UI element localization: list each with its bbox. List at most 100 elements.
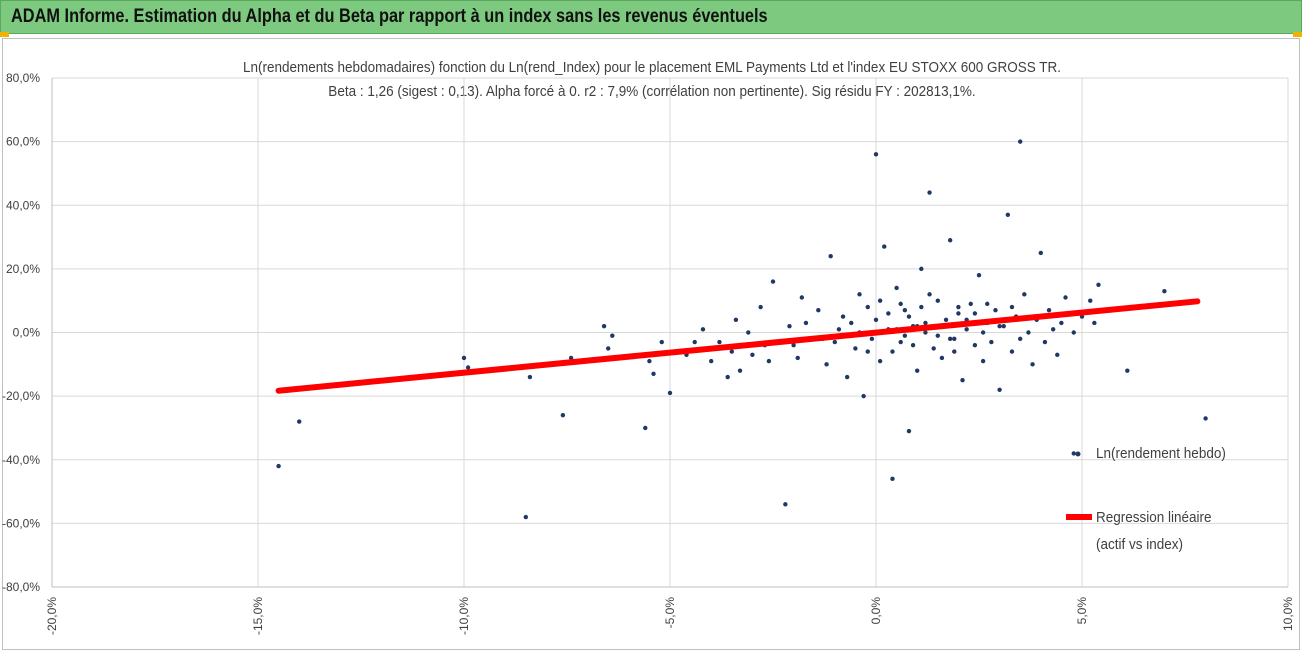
data-point (952, 336, 957, 342)
data-point (523, 514, 528, 520)
data-point (750, 352, 755, 357)
data-point (902, 333, 908, 338)
x-tick-label: 5,0% (1075, 597, 1089, 625)
data-point (1050, 327, 1056, 332)
chart-title-block: Ln(rendements hebdomadaires) fonction du… (0, 56, 1304, 104)
data-point (1018, 139, 1023, 144)
data-point (997, 387, 1002, 392)
data-point (803, 320, 809, 326)
data-point (1046, 308, 1052, 313)
data-point (276, 463, 281, 469)
data-point (560, 413, 566, 418)
data-point (952, 349, 957, 354)
banner-corner-left (0, 32, 9, 37)
data-point (816, 308, 821, 313)
data-point (985, 301, 990, 307)
data-point (927, 190, 932, 195)
data-point (700, 327, 706, 332)
data-point (947, 336, 953, 342)
x-tick-label: 10,0% (1281, 597, 1295, 631)
data-point (1009, 349, 1015, 354)
x-tick-label: 0,0% (869, 597, 883, 625)
data-point (717, 339, 722, 345)
data-point (729, 349, 734, 354)
y-tick-label: 60,0% (6, 135, 40, 149)
data-point (606, 346, 611, 351)
legend-marker-scatter (1075, 451, 1081, 457)
data-point (927, 292, 932, 297)
data-point (873, 317, 879, 322)
data-point (869, 336, 875, 342)
y-tick-label: 80,0% (6, 71, 40, 85)
data-point (1088, 298, 1093, 303)
data-point (643, 425, 648, 431)
data-point (972, 343, 978, 348)
data-point (692, 339, 697, 345)
data-point (923, 320, 928, 326)
data-point (1055, 352, 1060, 357)
data-point (849, 320, 854, 326)
data-point (919, 304, 924, 310)
data-point (902, 308, 908, 313)
tick-labels: -20,0% -15,0% -10,0% -5,0% 0,0% 5,0% 10,0% 80,0… (2, 71, 1295, 635)
data-point (980, 330, 986, 335)
data-point (601, 323, 607, 329)
data-point (853, 346, 858, 351)
x-tick-label: -10,0% (457, 597, 471, 635)
data-point (906, 314, 912, 319)
data-point (910, 343, 916, 348)
data-point (1125, 368, 1130, 373)
data-point (465, 365, 471, 370)
data-point (733, 317, 739, 322)
data-point (865, 349, 870, 354)
data-point (1009, 304, 1015, 310)
data-point (832, 339, 837, 345)
data-point (919, 266, 924, 272)
data-point (1092, 320, 1097, 326)
data-point (1063, 295, 1068, 300)
y-tick-label: -40,0% (2, 453, 40, 467)
legend-label-scatter: Ln(rendement hebdo) (1096, 445, 1226, 462)
data-point (890, 476, 895, 482)
data-point (989, 339, 994, 345)
data-point (737, 368, 743, 373)
data-point (844, 374, 850, 380)
data-point (836, 327, 842, 332)
data-point (943, 317, 949, 322)
data-point (659, 339, 664, 345)
data-point (964, 327, 969, 332)
data-point (956, 311, 961, 316)
data-point (1071, 451, 1076, 456)
data-point (1001, 323, 1006, 329)
data-point (1059, 320, 1064, 326)
data-point (527, 374, 533, 380)
y-tick-label: -20,0% (2, 389, 40, 403)
data-point (799, 295, 805, 300)
data-point (972, 311, 978, 316)
data-point (1005, 212, 1011, 217)
data-point (993, 308, 998, 313)
data-point (1022, 292, 1027, 297)
data-point (1071, 330, 1076, 335)
data-point (610, 333, 615, 338)
x-tick-label: -15,0% (251, 597, 265, 635)
data-point (1203, 416, 1208, 421)
data-point (857, 292, 862, 297)
data-point (894, 285, 899, 291)
data-point (886, 311, 891, 316)
data-point (783, 502, 788, 507)
chart-subtitle: Beta : 1,26 (sigest : 0,13). Alpha forcé… (328, 83, 976, 100)
data-point (947, 238, 953, 243)
data-point (297, 419, 302, 424)
data-point (1162, 288, 1167, 294)
data-point (968, 301, 973, 307)
banner-corner-right (1293, 32, 1302, 37)
data-point (960, 378, 965, 383)
data-point (865, 304, 870, 310)
data-point (651, 371, 656, 377)
legend-label-regression-sub: (actif vs index) (1096, 536, 1184, 553)
y-tick-label: 20,0% (6, 262, 40, 276)
data-point (877, 298, 883, 303)
data-point (898, 301, 903, 307)
